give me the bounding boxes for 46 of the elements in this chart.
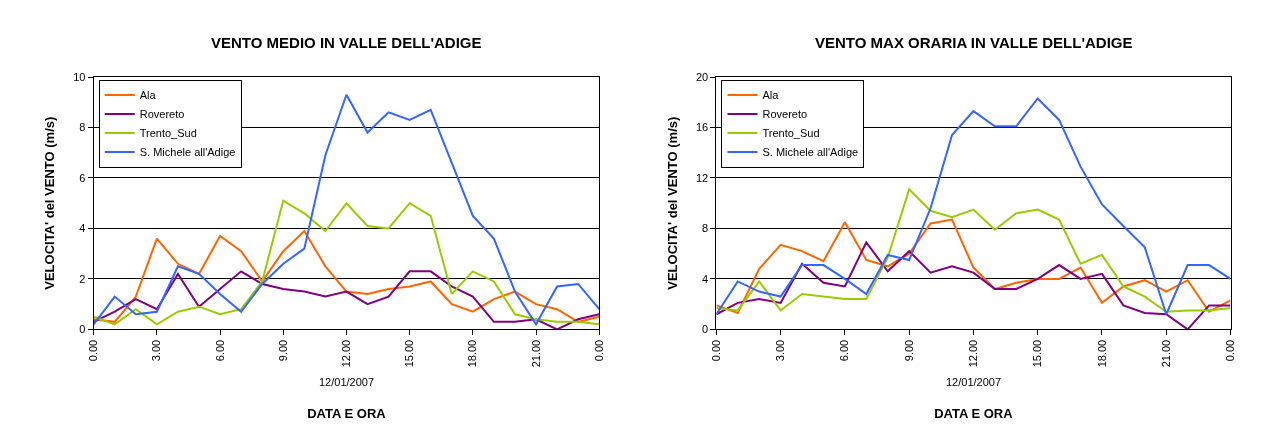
y-tick-label: 20 <box>695 70 709 83</box>
x-tick-label: 18.00 <box>1095 339 1108 368</box>
x-tick-label: 6.00 <box>838 339 851 362</box>
y-tick-label: 0 <box>79 323 86 336</box>
y-tick-label: 2 <box>79 272 86 285</box>
x-tick-label: 18.00 <box>466 339 479 368</box>
x-tick-label: 0.00 <box>709 339 722 362</box>
chart-title: VENTO MEDIO IN VALLE DELL'ADIGE <box>211 34 482 51</box>
y-tick-label: 12 <box>695 171 709 184</box>
chart-title: VENTO MAX ORARIA IN VALLE DELL'ADIGE <box>815 34 1133 51</box>
legend-label: Rovereto <box>139 108 185 121</box>
y-tick-label: 6 <box>79 171 86 184</box>
x-tick-label: 12.00 <box>967 339 979 368</box>
y-tick-label: 4 <box>702 272 709 285</box>
y-tick-label: 8 <box>702 222 709 235</box>
legend-label: Trento_Sud <box>762 127 820 140</box>
x-tick-label: 3.00 <box>774 339 787 362</box>
x-tick-label: 9.00 <box>276 339 289 362</box>
y-axis-title: VELOCITA' del VENTO (m/s) <box>664 116 680 290</box>
y-axis-title: VELOCITA' del VENTO (m/s) <box>42 116 58 290</box>
legend-label: Rovereto <box>762 108 808 121</box>
legend-label: Ala <box>139 89 157 102</box>
x-tick-label: 21.00 <box>529 339 542 368</box>
y-tick-label: 10 <box>73 70 86 83</box>
text: 12/01/2007 <box>319 376 375 388</box>
x-tick-label: 21.00 <box>1159 339 1172 368</box>
x-tick-label: 3.00 <box>150 339 163 362</box>
y-tick-label: 8 <box>79 121 86 134</box>
x-tick-label: 0.00 <box>1224 339 1237 362</box>
y-tick-label: 16 <box>695 121 709 134</box>
y-tick-label: 0 <box>702 323 709 336</box>
x-axis-title: DATA E ORA <box>934 405 1014 421</box>
x-tick-label: 9.00 <box>902 339 915 362</box>
x-axis-title: DATA E ORA <box>307 405 387 421</box>
x-tick-label: 0.00 <box>592 339 605 362</box>
legend-label: Trento_Sud <box>139 127 197 140</box>
x-tick-label: 0.00 <box>87 339 100 362</box>
text: 12/01/2007 <box>946 376 1002 388</box>
x-tick-label: 6.00 <box>213 339 226 362</box>
x-tick-label: 12.00 <box>340 339 353 368</box>
legend-label: S. Michele all'Adige <box>762 146 859 159</box>
legend-label: Ala <box>762 89 780 102</box>
legend-label: S. Michele all'Adige <box>139 146 236 159</box>
x-tick-label: 15.00 <box>403 339 416 368</box>
x-tick-label: 15.00 <box>1031 339 1044 368</box>
y-tick-label: 4 <box>79 222 86 235</box>
